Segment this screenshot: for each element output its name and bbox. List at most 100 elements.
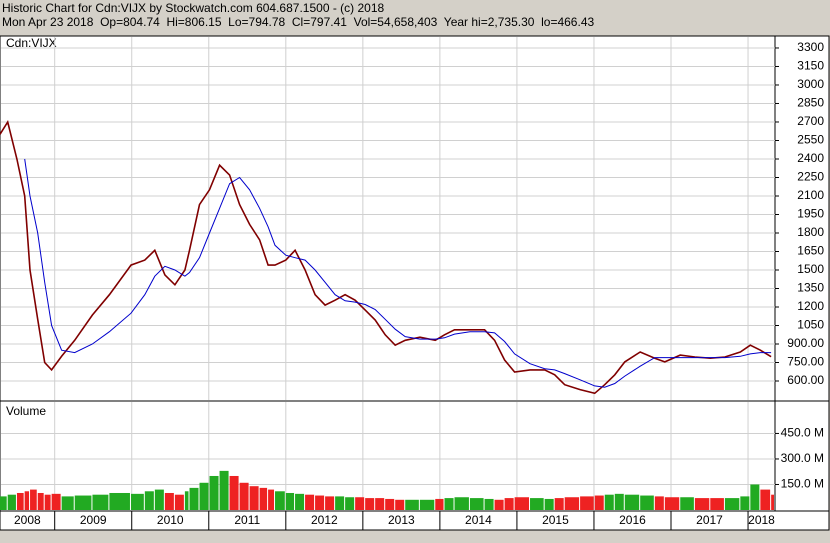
- x-tick-label: 2017: [696, 513, 723, 527]
- volume-bar: [564, 497, 580, 510]
- y-tick-label: 3150: [797, 59, 824, 73]
- volume-bar: [405, 499, 419, 510]
- chart-area: [0, 35, 830, 531]
- volume-bar: [229, 475, 239, 510]
- volume-bar: [580, 496, 594, 510]
- chart: Cdn:VIJX Volume 600.00 750.00 900.00 1050 12…: [0, 35, 830, 531]
- volume-bar: [614, 493, 624, 510]
- volume-bar: [184, 491, 189, 510]
- volume-bar: [554, 498, 564, 510]
- y-tick-label: 2850: [797, 96, 824, 110]
- volume-bar: [710, 498, 724, 510]
- price-line: [0, 119, 772, 395]
- x-tick-label: 2009: [80, 513, 107, 527]
- x-tick-label: 2016: [619, 513, 646, 527]
- x-tick-label: 2015: [542, 513, 569, 527]
- volume-bar: [92, 494, 109, 510]
- volume-bar: [604, 494, 614, 510]
- volume-bar: [7, 494, 16, 510]
- y-tick-label: 1800: [797, 225, 824, 239]
- volume-bar: [750, 484, 760, 510]
- price-label: Cdn:VIJX: [6, 36, 57, 50]
- volume-bar: [74, 495, 92, 510]
- header-quote: Mon Apr 23 2018 Op=804.74 Hi=806.15 Lo=7…: [2, 15, 595, 29]
- y-tick-label: 3000: [797, 77, 824, 91]
- volume-bar: [771, 494, 774, 510]
- volume-bar: [199, 482, 209, 510]
- y-tick-label: 1950: [797, 207, 824, 221]
- y-tick-label: 2100: [797, 188, 824, 202]
- volume-bar: [435, 498, 444, 510]
- volume-bar: [419, 499, 435, 510]
- y-tick-label: 150.0 M: [781, 477, 824, 491]
- volume-bar: [530, 498, 544, 510]
- y-tick-label: 600.00: [787, 373, 824, 387]
- volume-bar: [624, 494, 640, 510]
- volume-bar: [444, 498, 454, 510]
- volume-bar: [544, 498, 554, 510]
- y-tick-label: 1500: [797, 262, 824, 276]
- volume-bar: [454, 497, 469, 510]
- volume-bar: [345, 497, 355, 510]
- volume-bar: [154, 489, 164, 510]
- volume-bar: [51, 493, 61, 510]
- x-tick-label: 2014: [465, 513, 492, 527]
- volume-bar: [664, 497, 680, 510]
- volume-bar: [654, 496, 664, 510]
- volume-bar: [130, 493, 144, 510]
- volume-bar: [315, 495, 325, 510]
- volume-bar: [640, 495, 654, 510]
- volume-bar: [164, 492, 174, 510]
- header-title: Historic Chart for Cdn:VIJX by Stockwatc…: [2, 1, 385, 15]
- y-tick-label: 750.00: [787, 355, 824, 369]
- y-tick-label: 3300: [797, 40, 824, 54]
- volume-bar: [295, 493, 305, 510]
- volume-bar: [209, 475, 219, 510]
- x-tick-label: 2011: [234, 513, 260, 527]
- x-tick-label: 2010: [157, 513, 184, 527]
- volume-bar: [44, 494, 51, 510]
- x-tick-label: 2012: [311, 513, 338, 527]
- y-tick-label: 2700: [797, 114, 824, 128]
- volume-bar: [514, 497, 530, 510]
- volume-bar: [239, 482, 249, 510]
- volume-bar: [30, 489, 37, 510]
- volume-bar: [325, 496, 335, 510]
- volume-bar: [268, 489, 275, 510]
- y-tick-label: 900.00: [787, 336, 824, 350]
- volume-bar: [0, 496, 7, 510]
- volume-label: Volume: [6, 404, 46, 418]
- volume-bar: [305, 494, 315, 510]
- y-tick-label: 2250: [797, 170, 824, 184]
- volume-bar: [174, 494, 184, 510]
- volume-bar: [375, 498, 385, 510]
- x-tick-label: 2013: [388, 513, 415, 527]
- y-tick-label: 1050: [797, 318, 824, 332]
- volume-bar: [760, 489, 771, 510]
- volume-bar: [24, 491, 30, 510]
- volume-bar: [469, 498, 484, 510]
- volume-bar: [61, 496, 74, 510]
- y-tick-label: 1350: [797, 281, 824, 295]
- volume-bar: [494, 499, 504, 510]
- volume-bar: [724, 498, 740, 510]
- volume-bar: [694, 498, 710, 510]
- y-tick-label: 1200: [797, 299, 824, 313]
- volume-bar: [365, 498, 375, 510]
- volume-bar: [37, 492, 44, 510]
- volume-bar: [740, 496, 750, 510]
- volume-bar: [285, 492, 295, 510]
- volume-bar: [594, 495, 604, 510]
- volume-bar: [16, 492, 24, 510]
- volume-bar: [249, 486, 259, 510]
- volume-bar: [395, 499, 405, 510]
- volume-bar: [275, 491, 285, 510]
- y-tick-label: 450.0 M: [781, 426, 824, 440]
- y-tick-label: 2400: [797, 151, 824, 165]
- volume-bar: [355, 497, 365, 510]
- y-tick-label: 300.0 M: [781, 451, 824, 465]
- volume-bar: [504, 498, 514, 510]
- y-tick-label: 2550: [797, 133, 824, 147]
- volume-bar: [335, 496, 345, 510]
